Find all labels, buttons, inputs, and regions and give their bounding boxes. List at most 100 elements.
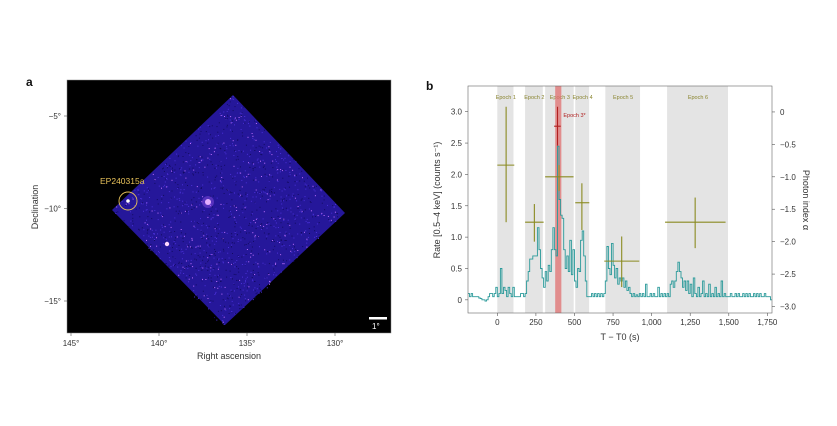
sky-pixel: [231, 297, 233, 299]
sky-pixel: [174, 196, 175, 198]
sky-pixel: [226, 297, 228, 299]
sky-pixel: [141, 183, 143, 185]
sky-pixel: [300, 199, 302, 201]
sky-pixel: [203, 222, 205, 224]
sky-pixel: [283, 169, 285, 171]
sky-pixel: [295, 161, 297, 163]
sky-pixel: [191, 199, 193, 201]
sky-pixel: [237, 255, 239, 257]
sky-pixel: [231, 246, 232, 248]
sky-pixel: [178, 198, 180, 200]
sky-pixel: [272, 239, 274, 241]
sky-pixel: [214, 236, 216, 238]
sky-pixel: [166, 173, 168, 175]
sky-pixel: [277, 162, 279, 164]
sky-pixel: [221, 232, 223, 233]
sky-pixel: [171, 236, 172, 238]
sky-pixel: [201, 269, 203, 271]
sky-pixel: [256, 192, 258, 194]
sky-pixel: [232, 120, 234, 122]
sky-pixel: [187, 268, 189, 269]
sky-pixel: [209, 302, 210, 303]
sky-pixel: [207, 176, 209, 178]
sky-pixel: [185, 266, 187, 267]
sky-pixel: [299, 180, 301, 182]
sky-pixel: [267, 273, 269, 275]
sky-pixel: [237, 193, 239, 195]
sky-pixel: [321, 213, 323, 215]
sky-pixel: [209, 254, 211, 255]
sky-pixel: [176, 198, 178, 200]
sky-pixel: [268, 180, 270, 182]
sky-pixel: [274, 194, 276, 196]
x-tick-label: 140°: [151, 339, 168, 348]
sky-pixel: [182, 237, 184, 239]
sky-pixel: [246, 194, 248, 195]
sky-pixel: [178, 155, 180, 157]
sky-pixel: [273, 268, 275, 270]
sky-pixel: [170, 266, 172, 268]
sky-pixel: [216, 126, 218, 128]
sky-pixel: [209, 255, 211, 257]
sky-pixel: [235, 230, 236, 232]
sky-pixel: [222, 143, 223, 145]
sky-pixel: [217, 282, 219, 284]
sky-pixel: [246, 276, 248, 278]
sky-pixel: [189, 274, 191, 276]
sky-pixel: [196, 159, 198, 161]
y2-tick-label: −3.0: [780, 303, 796, 312]
sky-pixel: [143, 235, 145, 237]
sky-pixel: [210, 264, 212, 266]
y-tick-label: 2.0: [451, 170, 463, 179]
sky-pixel: [261, 228, 262, 230]
sky-pixel: [244, 244, 246, 246]
sky-pixel: [254, 287, 256, 289]
sky-pixel: [289, 166, 291, 168]
sky-pixel: [162, 168, 163, 170]
sky-pixel: [314, 186, 315, 188]
sky-pixel: [306, 239, 308, 241]
sky-pixel: [231, 122, 233, 123]
sky-pixel: [293, 260, 295, 262]
sky-pixel: [258, 266, 260, 268]
sky-pixel: [300, 217, 302, 219]
sky-pixel: [328, 220, 330, 222]
sky-pixel: [252, 168, 254, 169]
sky-pixel: [237, 241, 239, 242]
sky-pixel: [170, 226, 172, 228]
epoch-label: Epoch 4: [572, 95, 592, 101]
sky-pixel: [215, 135, 217, 137]
sky-pixel: [281, 158, 283, 160]
sky-pixel: [207, 244, 209, 246]
sky-pixel: [236, 288, 238, 289]
sky-pixel: [192, 266, 194, 268]
sky-pixel: [255, 123, 257, 124]
sky-pixel: [179, 192, 181, 194]
sky-pixel: [245, 206, 247, 208]
sky-pixel: [209, 153, 211, 155]
sky-pixel: [242, 289, 244, 291]
sky-pixel: [219, 112, 221, 114]
sky-pixel: [205, 140, 207, 142]
sky-pixel: [227, 114, 228, 116]
sky-pixel: [247, 283, 249, 285]
x-tick-label: 500: [568, 318, 582, 327]
sky-pixel: [267, 233, 269, 235]
sky-pixel: [238, 304, 240, 306]
sky-pixel: [257, 263, 259, 265]
sky-pixel: [204, 265, 206, 267]
sky-pixel: [198, 137, 200, 139]
sky-pixel: [179, 250, 180, 251]
sky-pixel: [234, 117, 236, 119]
sky-pixel: [296, 181, 298, 183]
sky-pixel: [265, 187, 267, 188]
sky-pixel: [269, 283, 270, 285]
sky-pixel: [275, 159, 276, 161]
sky-pixel: [243, 285, 245, 287]
sky-pixel: [195, 284, 197, 286]
sky-pixel: [277, 215, 279, 217]
sky-pixel: [281, 207, 283, 209]
sky-pixel: [321, 202, 323, 204]
sky-pixel: [251, 250, 253, 252]
sky-pixel: [222, 299, 224, 301]
